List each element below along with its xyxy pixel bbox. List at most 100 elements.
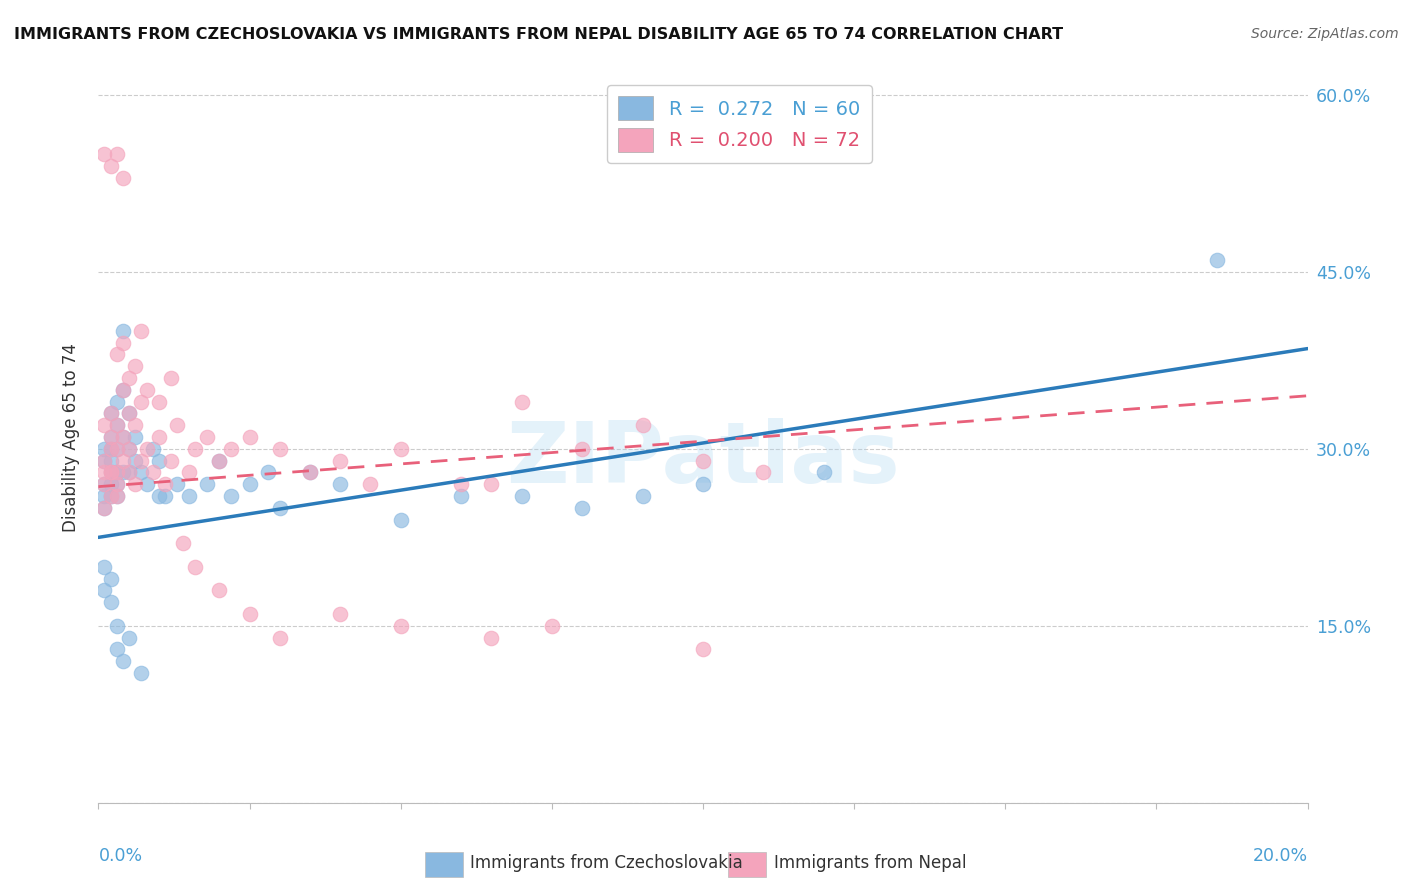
Point (118, 466, 141, 480)
Point (179, 466, 201, 480)
Point (111, 335, 134, 350)
Point (299, 466, 322, 480)
Point (111, 383, 134, 397)
Point (129, 666, 152, 681)
Point (153, 477, 176, 491)
Point (93, 489, 115, 503)
Point (239, 607, 262, 621)
Point (813, 466, 835, 480)
Point (135, 383, 157, 397)
Point (118, 371, 141, 385)
Point (100, 430, 122, 444)
Point (148, 453, 170, 467)
Point (93, 559, 115, 574)
Legend: R =  0.272   N = 60, R =  0.200   N = 72: R = 0.272 N = 60, R = 0.200 N = 72 (607, 85, 872, 163)
Point (100, 466, 122, 480)
Point (111, 324, 134, 338)
Point (105, 442, 128, 456)
Point (166, 477, 188, 491)
Point (100, 430, 122, 444)
Point (124, 418, 146, 433)
Point (100, 572, 122, 586)
Point (105, 619, 128, 633)
Point (100, 407, 122, 421)
Point (93, 477, 115, 491)
Point (111, 430, 134, 444)
Point (239, 430, 262, 444)
Point (100, 466, 122, 480)
Point (118, 407, 141, 421)
Point (221, 489, 243, 503)
Point (195, 477, 218, 491)
Point (118, 631, 141, 645)
Point (571, 442, 593, 456)
Text: Immigrants from Czechoslovakia: Immigrants from Czechoslovakia (470, 854, 742, 872)
Point (105, 489, 128, 503)
Point (100, 453, 122, 467)
Point (100, 489, 122, 503)
Point (111, 383, 134, 397)
Point (105, 477, 128, 491)
Point (124, 477, 146, 491)
Point (118, 466, 141, 480)
Point (148, 430, 170, 444)
Point (105, 489, 128, 503)
Point (105, 394, 128, 409)
Point (105, 147, 128, 161)
Point (571, 500, 593, 515)
Point (105, 477, 128, 491)
Point (118, 442, 141, 456)
Point (129, 394, 152, 409)
Point (184, 442, 207, 456)
Point (93, 442, 115, 456)
Point (93, 147, 115, 161)
Point (100, 489, 122, 503)
Point (93, 583, 115, 598)
Point (100, 442, 122, 456)
Text: 20.0%: 20.0% (1253, 847, 1308, 864)
Point (752, 466, 775, 480)
Point (450, 489, 472, 503)
Point (256, 466, 278, 480)
Point (111, 466, 134, 480)
Point (142, 442, 165, 456)
Point (124, 359, 146, 374)
Point (172, 536, 194, 550)
Point (118, 407, 141, 421)
Point (208, 453, 231, 467)
Point (129, 453, 152, 467)
Point (269, 631, 291, 645)
Point (153, 489, 176, 503)
Text: Source: ZipAtlas.com: Source: ZipAtlas.com (1251, 27, 1399, 41)
Point (208, 453, 231, 467)
Point (100, 595, 122, 609)
Point (166, 418, 188, 433)
Text: IMMIGRANTS FROM CZECHOSLOVAKIA VS IMMIGRANTS FROM NEPAL DISABILITY AGE 65 TO 74 : IMMIGRANTS FROM CZECHOSLOVAKIA VS IMMIGR… (14, 27, 1063, 42)
Point (100, 466, 122, 480)
Point (160, 371, 183, 385)
Point (184, 559, 207, 574)
Point (93, 466, 115, 480)
Point (269, 442, 291, 456)
Y-axis label: Disability Age 65 to 74: Disability Age 65 to 74 (62, 343, 80, 532)
Point (93, 500, 115, 515)
Point (93, 453, 115, 467)
Point (329, 453, 352, 467)
Bar (728, 852, 766, 877)
Point (135, 442, 157, 456)
Point (631, 489, 654, 503)
Point (100, 442, 122, 456)
Point (111, 654, 134, 668)
Point (195, 430, 218, 444)
Point (105, 442, 128, 456)
Point (93, 477, 115, 491)
Point (148, 489, 170, 503)
Point (389, 619, 412, 633)
Point (269, 500, 291, 515)
Point (93, 500, 115, 515)
Text: ZIPatlas: ZIPatlas (506, 417, 900, 500)
Point (160, 453, 183, 467)
Point (124, 453, 146, 467)
Point (481, 477, 503, 491)
Point (148, 394, 170, 409)
